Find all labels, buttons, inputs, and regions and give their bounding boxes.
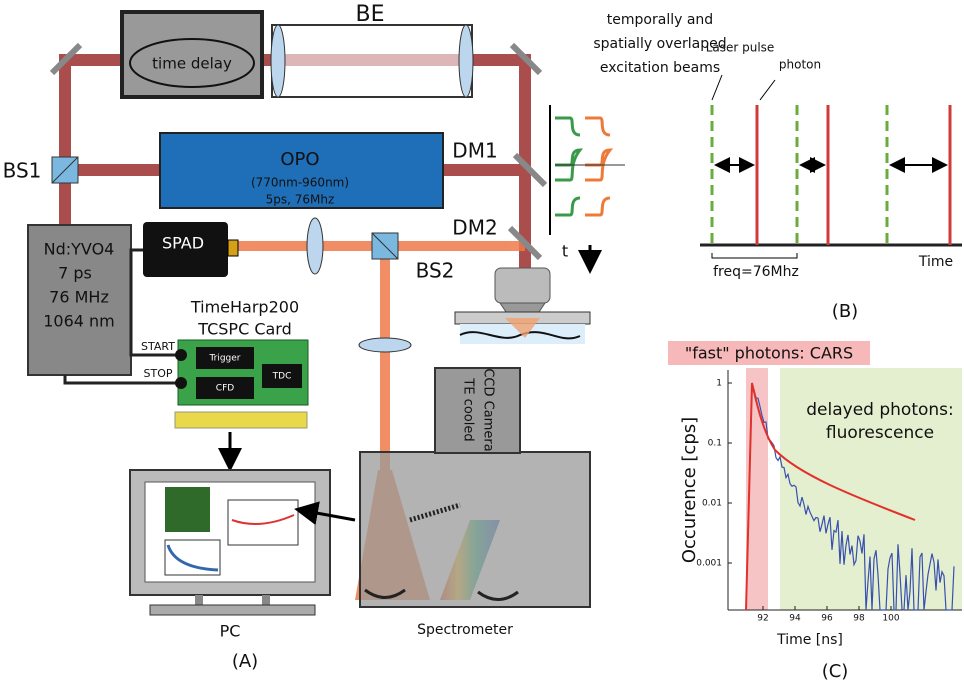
laser-text: 7 ps [58, 264, 92, 283]
figure: time delay BE temporally and spatially o… [0, 0, 964, 681]
opo-specs: 5ps, 76Mhz [266, 193, 335, 207]
y-tick-label: 0.01 [702, 499, 722, 509]
card-title: TimeHarp200 [190, 298, 299, 317]
x-tick-label: 96 [821, 614, 833, 624]
panel-label: (B) [832, 301, 858, 322]
y-axis-label: Occurence [cps] [679, 417, 700, 563]
pc-monitor [130, 470, 330, 615]
t-label: t [562, 242, 568, 261]
connector [175, 349, 187, 361]
panel-label: (C) [822, 661, 849, 681]
delayed-label: fluorescence [826, 423, 934, 443]
highlight-label: "fast" photons: CARS [685, 344, 853, 363]
panel-label: (A) [232, 651, 258, 672]
laser-text: 1064 nm [43, 312, 115, 331]
delayed-label: delayed photons: [806, 400, 954, 420]
x-axis-label: Time [ns] [776, 632, 843, 648]
camera-box [435, 368, 520, 453]
x-tick-label: 94 [789, 614, 801, 624]
note: temporally and [607, 12, 713, 28]
camera-label: CCD Camera [481, 368, 496, 451]
pulse-train [700, 75, 962, 258]
x-tick-label: 98 [853, 614, 865, 624]
lens [307, 218, 323, 274]
laser-text: Nd:YVO4 [44, 240, 115, 259]
spad-label: SPAD [162, 234, 204, 253]
x-tick-label: 92 [757, 614, 768, 624]
chip-label: Trigger [208, 354, 240, 364]
card-pins [175, 412, 307, 428]
lens [359, 338, 411, 352]
bs1-label: BS1 [3, 159, 42, 183]
pc-label: PC [220, 622, 241, 641]
y-tick-label: 1 [716, 379, 722, 389]
photon-label: photon [779, 58, 821, 72]
be-label: BE [356, 2, 385, 27]
spectrometer-box [360, 452, 590, 607]
microscope [455, 268, 590, 344]
freq-label: freq=76Mhz [713, 264, 799, 280]
start-label: START [141, 340, 175, 353]
connector [175, 377, 187, 389]
time-label: Time [918, 254, 953, 270]
laser-text: 76 MHz [49, 288, 109, 307]
opo-range: (770nm-960nm) [251, 176, 349, 190]
laser-pulse-label: Laser pulse [706, 41, 775, 55]
y-tick-label: 0.001 [696, 559, 722, 569]
bs2-label: BS2 [416, 259, 455, 283]
chip-label: CFD [216, 384, 234, 394]
note: excitation beams [600, 60, 720, 76]
stop-label: STOP [144, 367, 173, 380]
opo-label: OPO [280, 149, 319, 170]
x-tick-label: 100 [882, 614, 899, 624]
spad-window [228, 240, 238, 256]
lens [271, 25, 285, 97]
dm2-label: DM2 [452, 216, 497, 240]
lens [459, 25, 473, 97]
card-title: TCSPC Card [197, 320, 292, 339]
y-tick-label: 0.1 [708, 439, 722, 449]
spectrometer-label: Spectrometer [417, 622, 513, 638]
dm1-label: DM1 [452, 139, 497, 163]
delay-label: time delay [152, 55, 232, 73]
chip-label: TDC [272, 372, 292, 382]
camera-label: TE cooled [461, 377, 476, 441]
beam-expander [272, 25, 472, 97]
